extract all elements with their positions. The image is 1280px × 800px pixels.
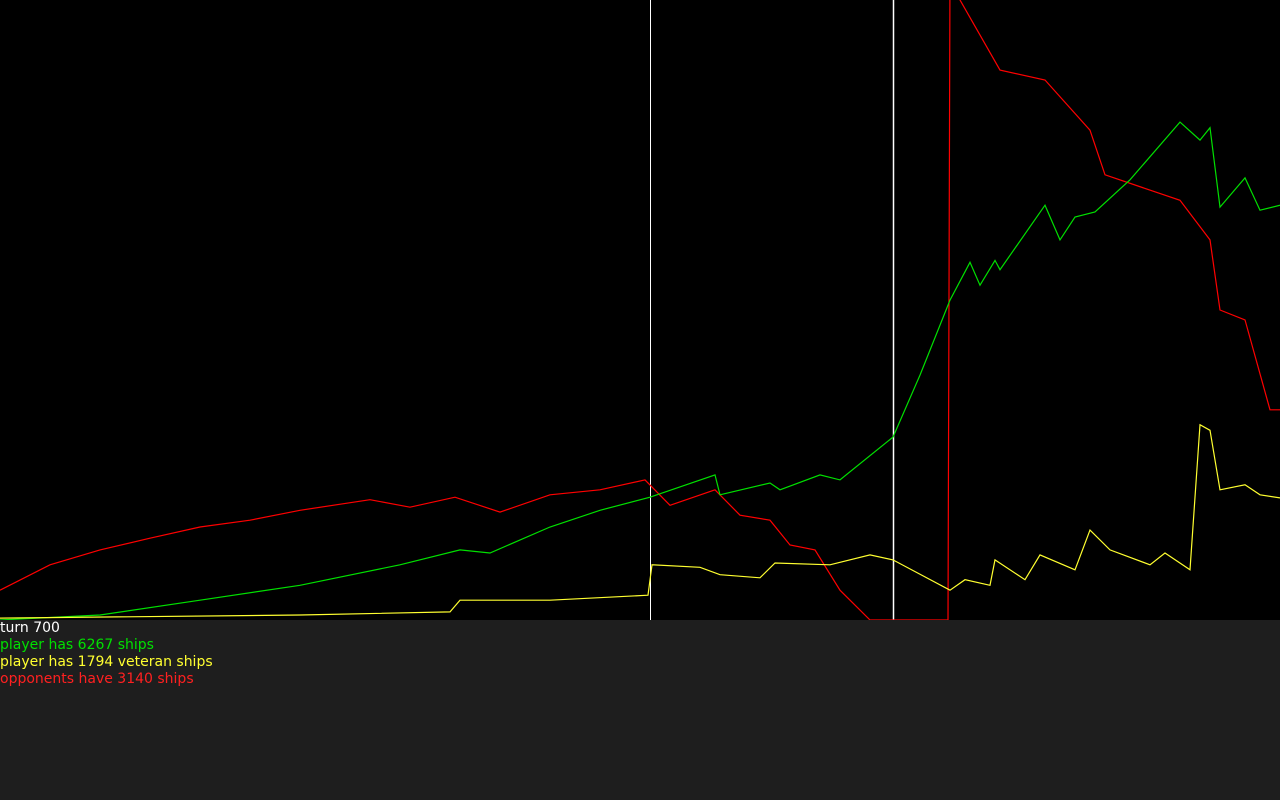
- status-line: player has 1794 veteran ships: [0, 654, 213, 670]
- status-line: player has 6267 ships: [0, 637, 154, 653]
- series-line: [0, 0, 1280, 620]
- series-line: [0, 423, 1280, 619]
- ship-graph: [0, 0, 1280, 620]
- series-line: [0, 121, 1280, 620]
- status-line: turn 700: [0, 620, 60, 636]
- status-panel: turn 700 player has 6267 ships player has …: [0, 620, 1280, 800]
- series-group: [0, 0, 1280, 620]
- status-line: opponents have 3140 ships: [0, 671, 194, 687]
- graph-background: [0, 0, 1280, 620]
